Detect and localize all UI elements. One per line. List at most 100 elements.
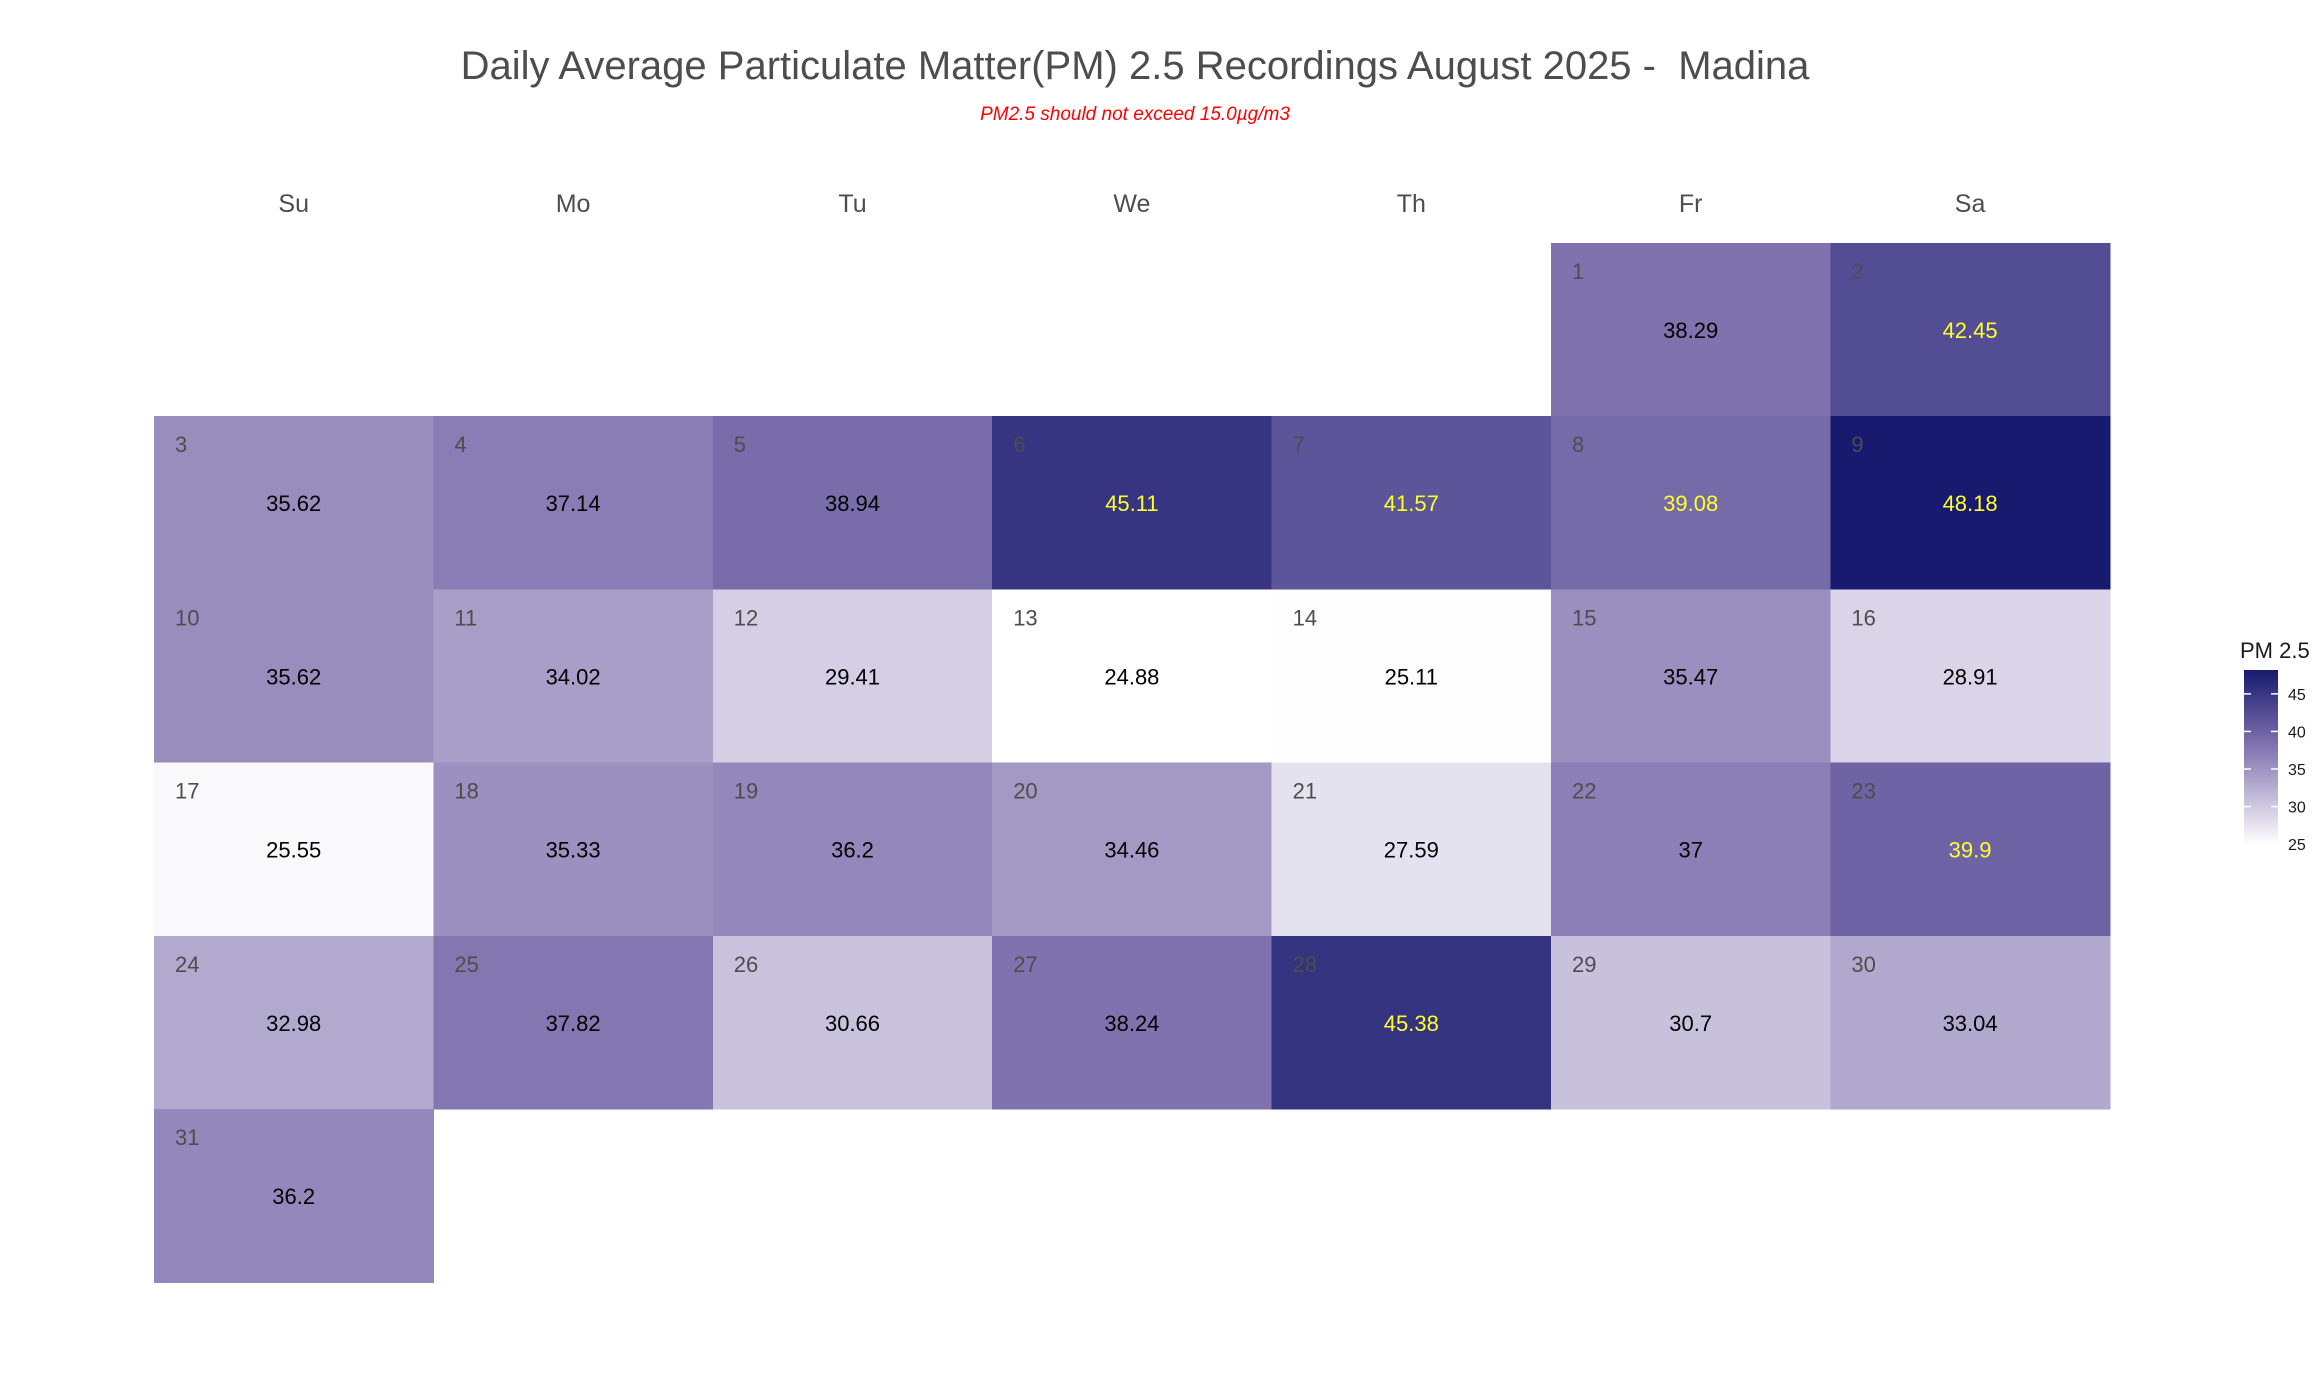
- day-tile: [992, 416, 1273, 590]
- day-number: 30: [1851, 952, 1875, 977]
- day-number: 15: [1572, 605, 1596, 630]
- day-tile: [1830, 935, 2111, 1110]
- pm25-value-label: 35.33: [546, 838, 601, 863]
- day-number: 28: [1293, 952, 1317, 977]
- pm25-value-label: 30.66: [825, 1011, 880, 1036]
- legend-title: PM 2.5: [2240, 638, 2310, 663]
- calendar-day-cell: 15 35.47: [1551, 589, 1831, 764]
- pm25-value-label: 36.2: [831, 838, 874, 863]
- day-number: 6: [1013, 432, 1025, 457]
- pm25-value-label: 34.46: [1104, 838, 1159, 863]
- pm25-value-label: 45.11: [1105, 491, 1158, 516]
- legend-tick-label: 45: [2288, 687, 2306, 704]
- pm25-value-label: 39.08: [1663, 491, 1718, 516]
- legend-tick-label: 35: [2288, 762, 2306, 779]
- calendar-day-cell: 30 33.04: [1830, 935, 2111, 1110]
- day-tile: [712, 762, 993, 937]
- weekday-label-th: Th: [1397, 190, 1426, 218]
- day-tile: [992, 589, 1273, 764]
- pm25-value-label: 32.98: [266, 1011, 321, 1036]
- day-tile: [1830, 589, 2111, 764]
- day-number: 25: [454, 952, 478, 977]
- day-tile: [433, 416, 714, 590]
- day-number: 5: [734, 432, 746, 457]
- day-number: 31: [175, 1125, 199, 1150]
- calendar-day-cell: 839.08: [1551, 416, 1831, 590]
- pm25-value-label: 27.59: [1384, 838, 1439, 863]
- day-tile: [1271, 762, 1552, 937]
- day-tile: [712, 935, 993, 1110]
- day-number: 13: [1013, 605, 1037, 630]
- day-tile: [154, 416, 434, 590]
- calendar-day-cell: 29 30.7: [1551, 935, 1831, 1110]
- day-tile: [433, 762, 714, 937]
- weekday-label-tu: Tu: [838, 190, 866, 218]
- day-number: 10: [175, 605, 199, 630]
- pm25-value-label: 25.55: [266, 838, 321, 863]
- day-tile: [433, 589, 714, 764]
- day-number: 24: [175, 952, 199, 977]
- day-tile: [1551, 762, 1831, 937]
- day-number: 12: [734, 605, 758, 630]
- pm25-value-label: 37.14: [546, 491, 601, 516]
- calendar-day-cell: 12 29.41: [712, 589, 993, 764]
- calendar-day-cell: 335.62: [154, 416, 434, 590]
- legend-tick-label: 30: [2288, 800, 2306, 817]
- calendar-day-cell: 27 38.24: [992, 935, 1273, 1110]
- pm25-value-label: 35.62: [266, 491, 321, 516]
- calendar-day-cell: 17 25.55: [154, 762, 434, 937]
- calendar-day-cell: 21 27.59: [1271, 762, 1552, 937]
- pm25-value-label: 35.47: [1663, 664, 1718, 689]
- calendar-day-cell: 23 39.9: [1830, 762, 2111, 937]
- day-number: 14: [1293, 605, 1317, 630]
- day-tile: [154, 1109, 434, 1283]
- calendar-day-cell: 31 36.2: [154, 1109, 434, 1283]
- calendar-day-cell: 26 30.66: [712, 935, 993, 1110]
- calendar-day-cell: 437.14: [433, 416, 714, 590]
- day-tile: [433, 935, 714, 1110]
- day-number: 8: [1572, 432, 1584, 457]
- pm25-value-label: 33.04: [1943, 1011, 1998, 1036]
- calendar-day-cell: 14 25.11: [1271, 589, 1552, 764]
- legend-colorbar: [2244, 670, 2278, 845]
- pm25-value-label: 39.9: [1949, 838, 1992, 863]
- weekday-label-we: We: [1113, 190, 1150, 218]
- pm25-value-label: 42.45: [1943, 318, 1998, 343]
- day-tile: [1271, 935, 1552, 1110]
- calendar-day-cell: 18 35.33: [433, 762, 714, 937]
- pm25-value-label: 28.91: [1943, 664, 1998, 689]
- day-number: 16: [1851, 605, 1875, 630]
- weekday-label-mo: Mo: [556, 190, 591, 218]
- weekday-header: Su Mo Tu We Th Fr Sa: [278, 190, 1985, 218]
- calendar-day-cell: 538.94: [712, 416, 993, 590]
- day-tile: [1830, 416, 2111, 590]
- calendar-day-cell: 948.18: [1830, 416, 2111, 590]
- chart-title: Daily Average Particulate Matter(PM) 2.5…: [460, 44, 1810, 88]
- day-tile: [1830, 762, 2111, 937]
- calendar-day-cell: 11 34.02: [433, 589, 714, 764]
- pm25-value-label: 45.38: [1384, 1011, 1439, 1036]
- chart-subtitle: PM2.5 should not exceed 15.0µg/m3: [980, 104, 1290, 125]
- pm25-value-label: 34.02: [546, 664, 601, 689]
- legend-tick-label: 40: [2288, 724, 2306, 741]
- day-number: 2: [1851, 259, 1863, 284]
- calendar-day-cell: 138.29: [1551, 243, 1831, 417]
- calendar-day-cell: 242.45: [1830, 243, 2111, 417]
- day-tile: [1271, 416, 1552, 590]
- day-number: 18: [454, 779, 478, 804]
- calendar-day-cell: 10 35.62: [154, 589, 434, 764]
- pm25-value-label: 38.29: [1663, 318, 1718, 343]
- calendar-day-cell: 28 45.38: [1271, 935, 1552, 1110]
- weekday-label-su: Su: [278, 190, 309, 218]
- legend-tick-label: 25: [2288, 837, 2306, 854]
- day-tile: [1551, 416, 1831, 590]
- day-number: 29: [1572, 952, 1596, 977]
- day-tile: [992, 762, 1273, 937]
- pm25-value-label: 37: [1678, 838, 1702, 863]
- calendar-day-cell: 741.57: [1271, 416, 1552, 590]
- calendar-day-cell: 20 34.46: [992, 762, 1273, 937]
- pm25-value-label: 48.18: [1943, 491, 1998, 516]
- calendar-day-cell: 19 36.2: [712, 762, 993, 937]
- day-number: 9: [1851, 432, 1863, 457]
